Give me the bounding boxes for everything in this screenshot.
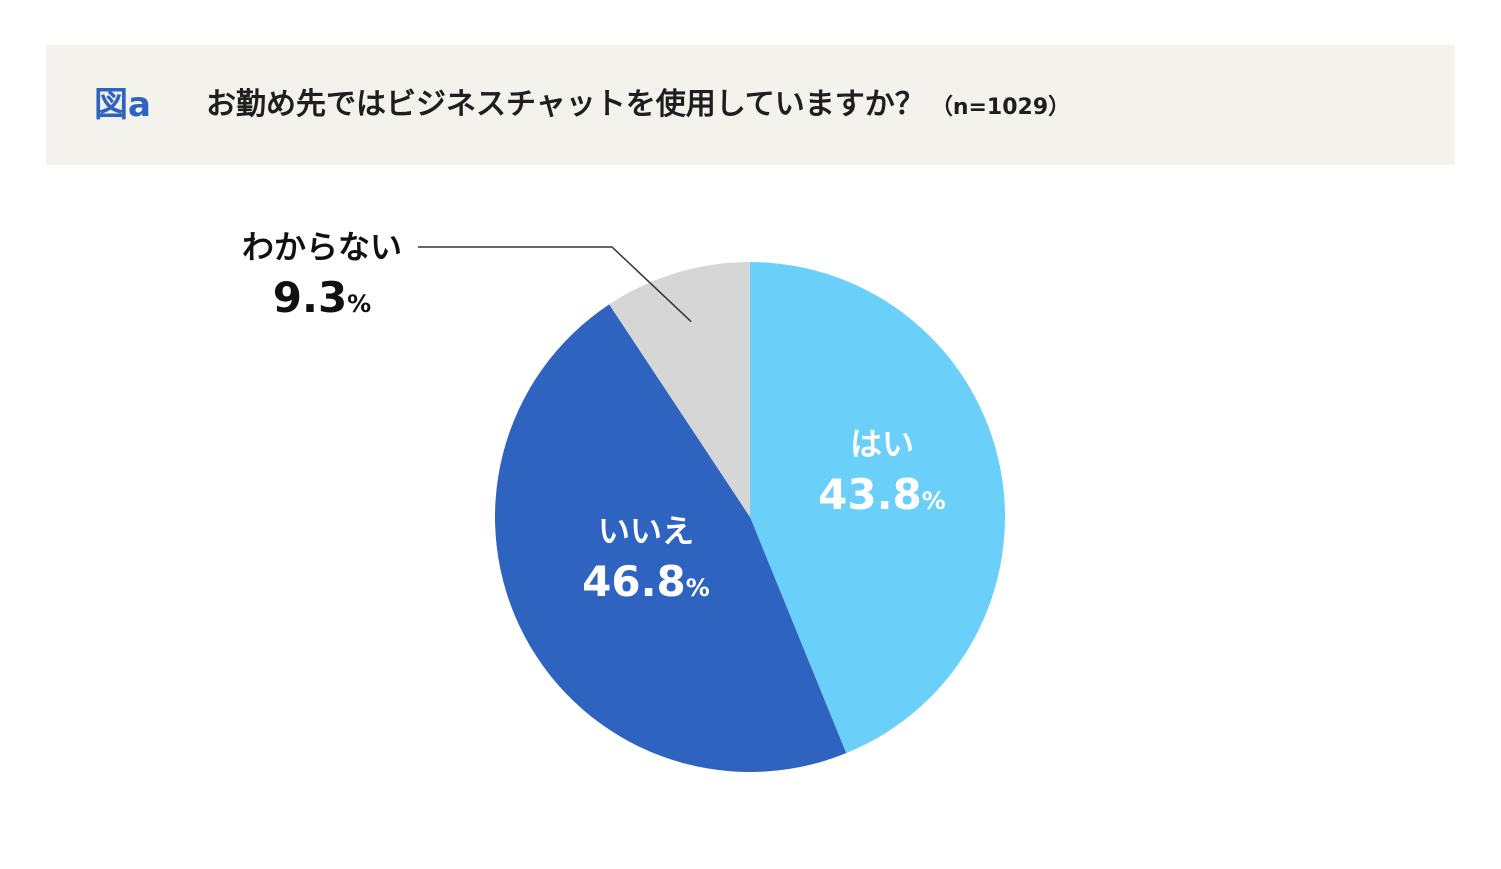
slice-label-2: わからない [242,228,402,266]
slice-label-1: いいえ [598,512,694,550]
slice-label-group-2: わからない 9.3% [242,228,402,322]
slice-value-2: 9.3% [273,273,371,322]
slice-value-1: 46.8% [582,557,710,606]
leader-line-2 [418,246,692,323]
sample-size: （n=1029） [930,95,1071,120]
slice-label-group-1: いいえ 46.8% [582,512,710,606]
pie-slice-1 [494,304,847,773]
slice-label-0: はい [850,425,914,463]
chart-title: お勤め先ではビジネスチャットを使用していますか？ [206,87,925,122]
figure-label: 図a [94,85,151,125]
pie-slice-2 [609,262,750,517]
pie-slice-0 [750,262,1006,754]
chart-header: 図a お勤め先ではビジネスチャットを使用していますか？ （n=1029） [46,45,1455,165]
slice-value-0: 43.8% [818,470,946,519]
slice-label-group-0: はい 43.8% [818,425,946,519]
title-row: お勤め先ではビジネスチャットを使用していますか？ （n=1029） [206,83,1070,131]
